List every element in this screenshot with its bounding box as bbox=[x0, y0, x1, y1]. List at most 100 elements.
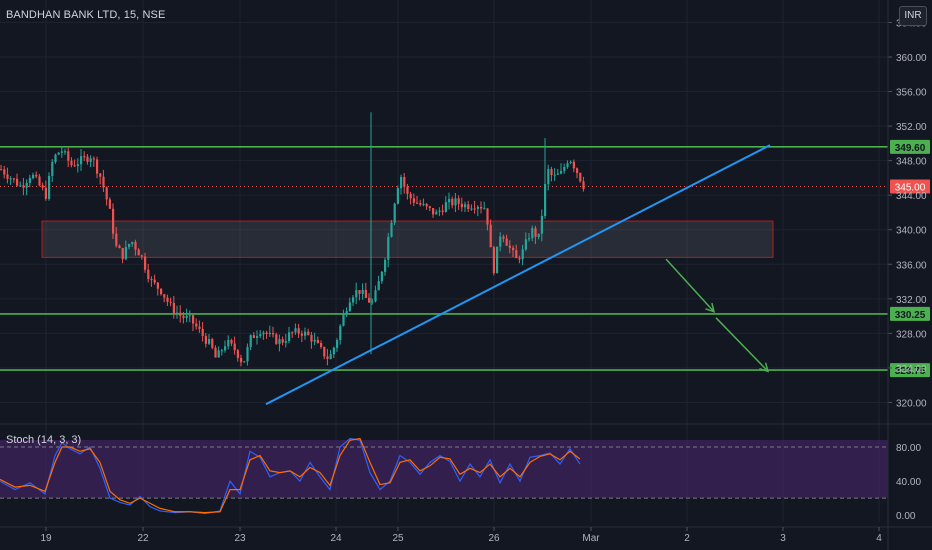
candle-body bbox=[112, 208, 115, 234]
candle-body bbox=[297, 328, 300, 334]
candle-body bbox=[102, 176, 105, 188]
candle-body bbox=[332, 347, 335, 355]
candle-body bbox=[96, 159, 99, 174]
candle-body bbox=[521, 249, 524, 260]
candle-body bbox=[262, 332, 265, 335]
candle-body bbox=[387, 236, 390, 260]
candle-body bbox=[44, 187, 47, 199]
time-axis-tick-label: Mar bbox=[582, 533, 600, 544]
candle-body bbox=[566, 163, 569, 167]
candle-body bbox=[156, 282, 159, 289]
candle-body bbox=[489, 224, 492, 248]
candle-body bbox=[60, 151, 63, 153]
candle-body bbox=[176, 312, 179, 314]
candle-body bbox=[80, 156, 83, 165]
stochastic-lines bbox=[0, 437, 888, 515]
candle-body bbox=[214, 347, 217, 358]
candle-body bbox=[412, 198, 415, 203]
candle-body bbox=[361, 289, 364, 294]
candle-body bbox=[278, 339, 281, 344]
candle-body bbox=[419, 203, 422, 205]
candle-body bbox=[217, 350, 220, 358]
candle-body bbox=[73, 165, 76, 167]
candle-body bbox=[409, 193, 412, 199]
candle-body bbox=[284, 341, 287, 343]
candle-body bbox=[547, 169, 550, 185]
candle-body bbox=[144, 256, 147, 270]
candle-body bbox=[192, 315, 195, 324]
candle-body bbox=[281, 339, 284, 343]
candle-body bbox=[576, 168, 579, 173]
candle-body bbox=[147, 269, 150, 279]
candle-body bbox=[252, 335, 255, 338]
candle-body bbox=[166, 297, 169, 302]
candle-body bbox=[12, 178, 15, 180]
candle-body bbox=[345, 311, 348, 314]
candle-body bbox=[38, 176, 41, 186]
projection-arrow-head bbox=[705, 302, 716, 313]
candle-body bbox=[64, 151, 67, 153]
stochastic-indicator-label[interactable]: Stoch (14, 3, 3) bbox=[6, 434, 82, 446]
candle-body bbox=[544, 184, 547, 216]
price-axis-tick-label: 352.00 bbox=[896, 122, 927, 133]
support-resistance-layer: 349.60 330.25 323.75 345.00 bbox=[0, 139, 930, 378]
candle-body bbox=[137, 249, 140, 256]
candle-body bbox=[118, 245, 121, 249]
candle-body bbox=[512, 247, 515, 251]
candle-body bbox=[0, 169, 3, 171]
projection-arrow-shaft bbox=[715, 317, 769, 372]
candle-body bbox=[124, 247, 127, 260]
candle-body bbox=[425, 203, 428, 207]
candle-body bbox=[438, 210, 441, 212]
candle-body bbox=[560, 170, 563, 174]
candle-body bbox=[70, 160, 73, 166]
candle-body bbox=[540, 215, 543, 234]
candle-body bbox=[473, 208, 476, 210]
candle-body bbox=[483, 208, 486, 210]
candle-body bbox=[313, 339, 316, 342]
currency-button[interactable]: INR bbox=[899, 6, 927, 26]
time-axis-tick-label: 22 bbox=[137, 533, 149, 544]
candle-body bbox=[57, 152, 60, 155]
candle-body bbox=[89, 158, 92, 162]
candle-body bbox=[406, 186, 409, 194]
candle-body bbox=[32, 174, 35, 179]
candle-body bbox=[233, 343, 236, 351]
candle-body bbox=[444, 202, 447, 212]
level-price-label: 323.75 bbox=[895, 366, 926, 377]
time-axis-tick-label: 26 bbox=[488, 533, 500, 544]
candle-body bbox=[76, 164, 79, 166]
candle-body bbox=[550, 169, 553, 176]
candle-body bbox=[256, 336, 259, 338]
candle-body bbox=[326, 356, 329, 360]
candle-body bbox=[86, 156, 89, 162]
candle-body bbox=[150, 278, 153, 280]
candle-body bbox=[121, 248, 124, 260]
candle-body bbox=[441, 210, 444, 212]
candle-body bbox=[393, 203, 396, 223]
candle-body bbox=[249, 335, 252, 348]
time-axis-tick-label: 24 bbox=[330, 533, 342, 544]
grid-lines bbox=[0, 0, 888, 522]
candle-body bbox=[323, 346, 326, 357]
candle-body bbox=[230, 340, 233, 344]
candle-body bbox=[416, 202, 419, 204]
candle-body bbox=[320, 343, 323, 347]
candle-body bbox=[259, 334, 262, 337]
candle-body bbox=[179, 312, 182, 316]
candle-body bbox=[486, 208, 489, 225]
candle-body bbox=[41, 185, 44, 188]
supply-zone-layer bbox=[41, 220, 774, 258]
candle-body bbox=[451, 198, 454, 206]
candle-body bbox=[153, 279, 156, 283]
candle-body bbox=[300, 333, 303, 336]
candle-body bbox=[291, 332, 294, 334]
candle-body bbox=[316, 339, 319, 344]
candle-body bbox=[268, 332, 271, 334]
candle-body bbox=[272, 332, 275, 335]
candle-body bbox=[172, 302, 175, 314]
stochastic-axis-label: 80.00 bbox=[896, 443, 921, 454]
candle-body bbox=[358, 290, 361, 294]
time-axis: 19 22 23 24 25 26 Mar 2 3 4 bbox=[40, 527, 882, 544]
candle-body bbox=[556, 173, 559, 175]
